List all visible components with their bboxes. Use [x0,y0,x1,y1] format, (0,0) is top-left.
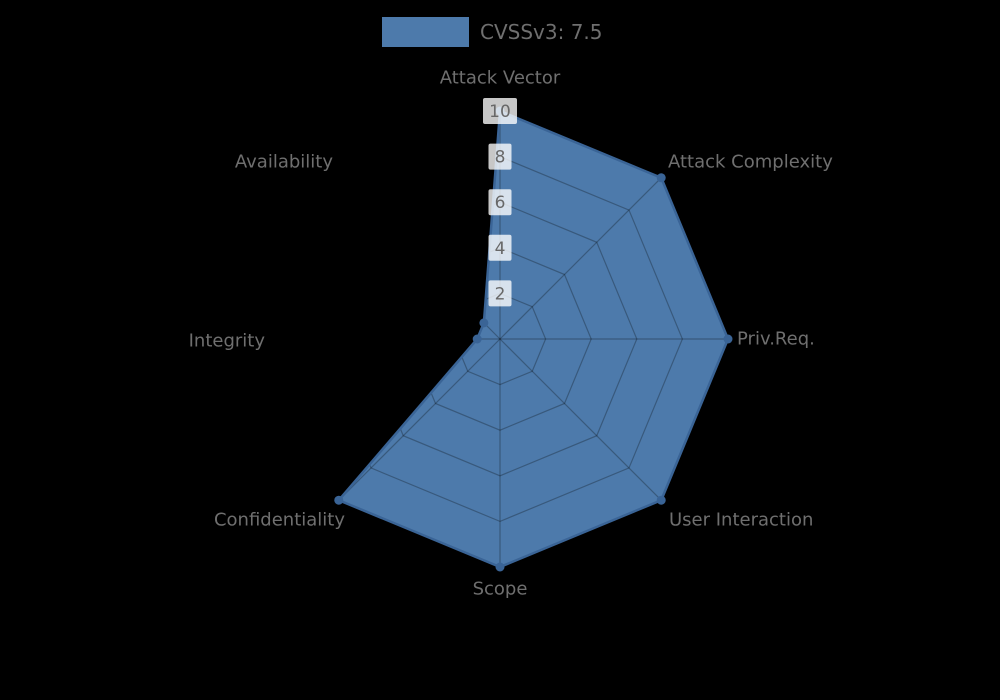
radar-fill-area [338,111,728,567]
grid-ring [408,247,592,431]
axis-label-user-interaction: User Interaction [669,510,813,531]
grid-ring [316,155,684,523]
tick-label: 4 [495,239,506,259]
tick-label: 10 [489,102,511,122]
tick-label-box [488,280,512,307]
axis-label-scope: Scope [473,579,528,600]
vertex-marker [656,495,666,505]
legend-swatch [382,17,469,47]
tick-label: 2 [495,284,506,304]
axis-label-availability: Availability [235,152,333,173]
vertex-marker [334,495,344,505]
axis-label-integrity: Integrity [189,331,266,352]
tick-label: 8 [495,148,506,168]
grid-ring [453,292,547,386]
axis-label-attack-complexity: Attack Complexity [668,152,833,173]
tick-label: 6 [495,193,506,213]
vertex-marker [472,334,482,344]
tick-label-box [488,234,512,261]
grid-spoke [499,177,662,340]
grid-spoke [338,177,501,340]
vertex-marker [495,562,505,572]
tick-label-box [483,98,517,124]
grid-spoke [499,338,662,501]
grid-ring [362,201,638,477]
grid-spoke [338,338,501,501]
legend-label: CVSSv3: 7.5 [480,20,603,44]
vertex-marker [479,318,489,328]
legend[interactable]: CVSSv3: 7.5 [382,17,603,47]
axis-label-confidentiality: Confidentiality [214,510,345,531]
axis-label-attack-vector: Attack Vector [440,68,561,89]
axis-label-priv-req: Priv.Req. [737,329,815,350]
vertex-marker [656,173,666,183]
tick-label-box [488,189,512,216]
vertex-marker [723,334,733,344]
tick-label-box [488,143,512,170]
